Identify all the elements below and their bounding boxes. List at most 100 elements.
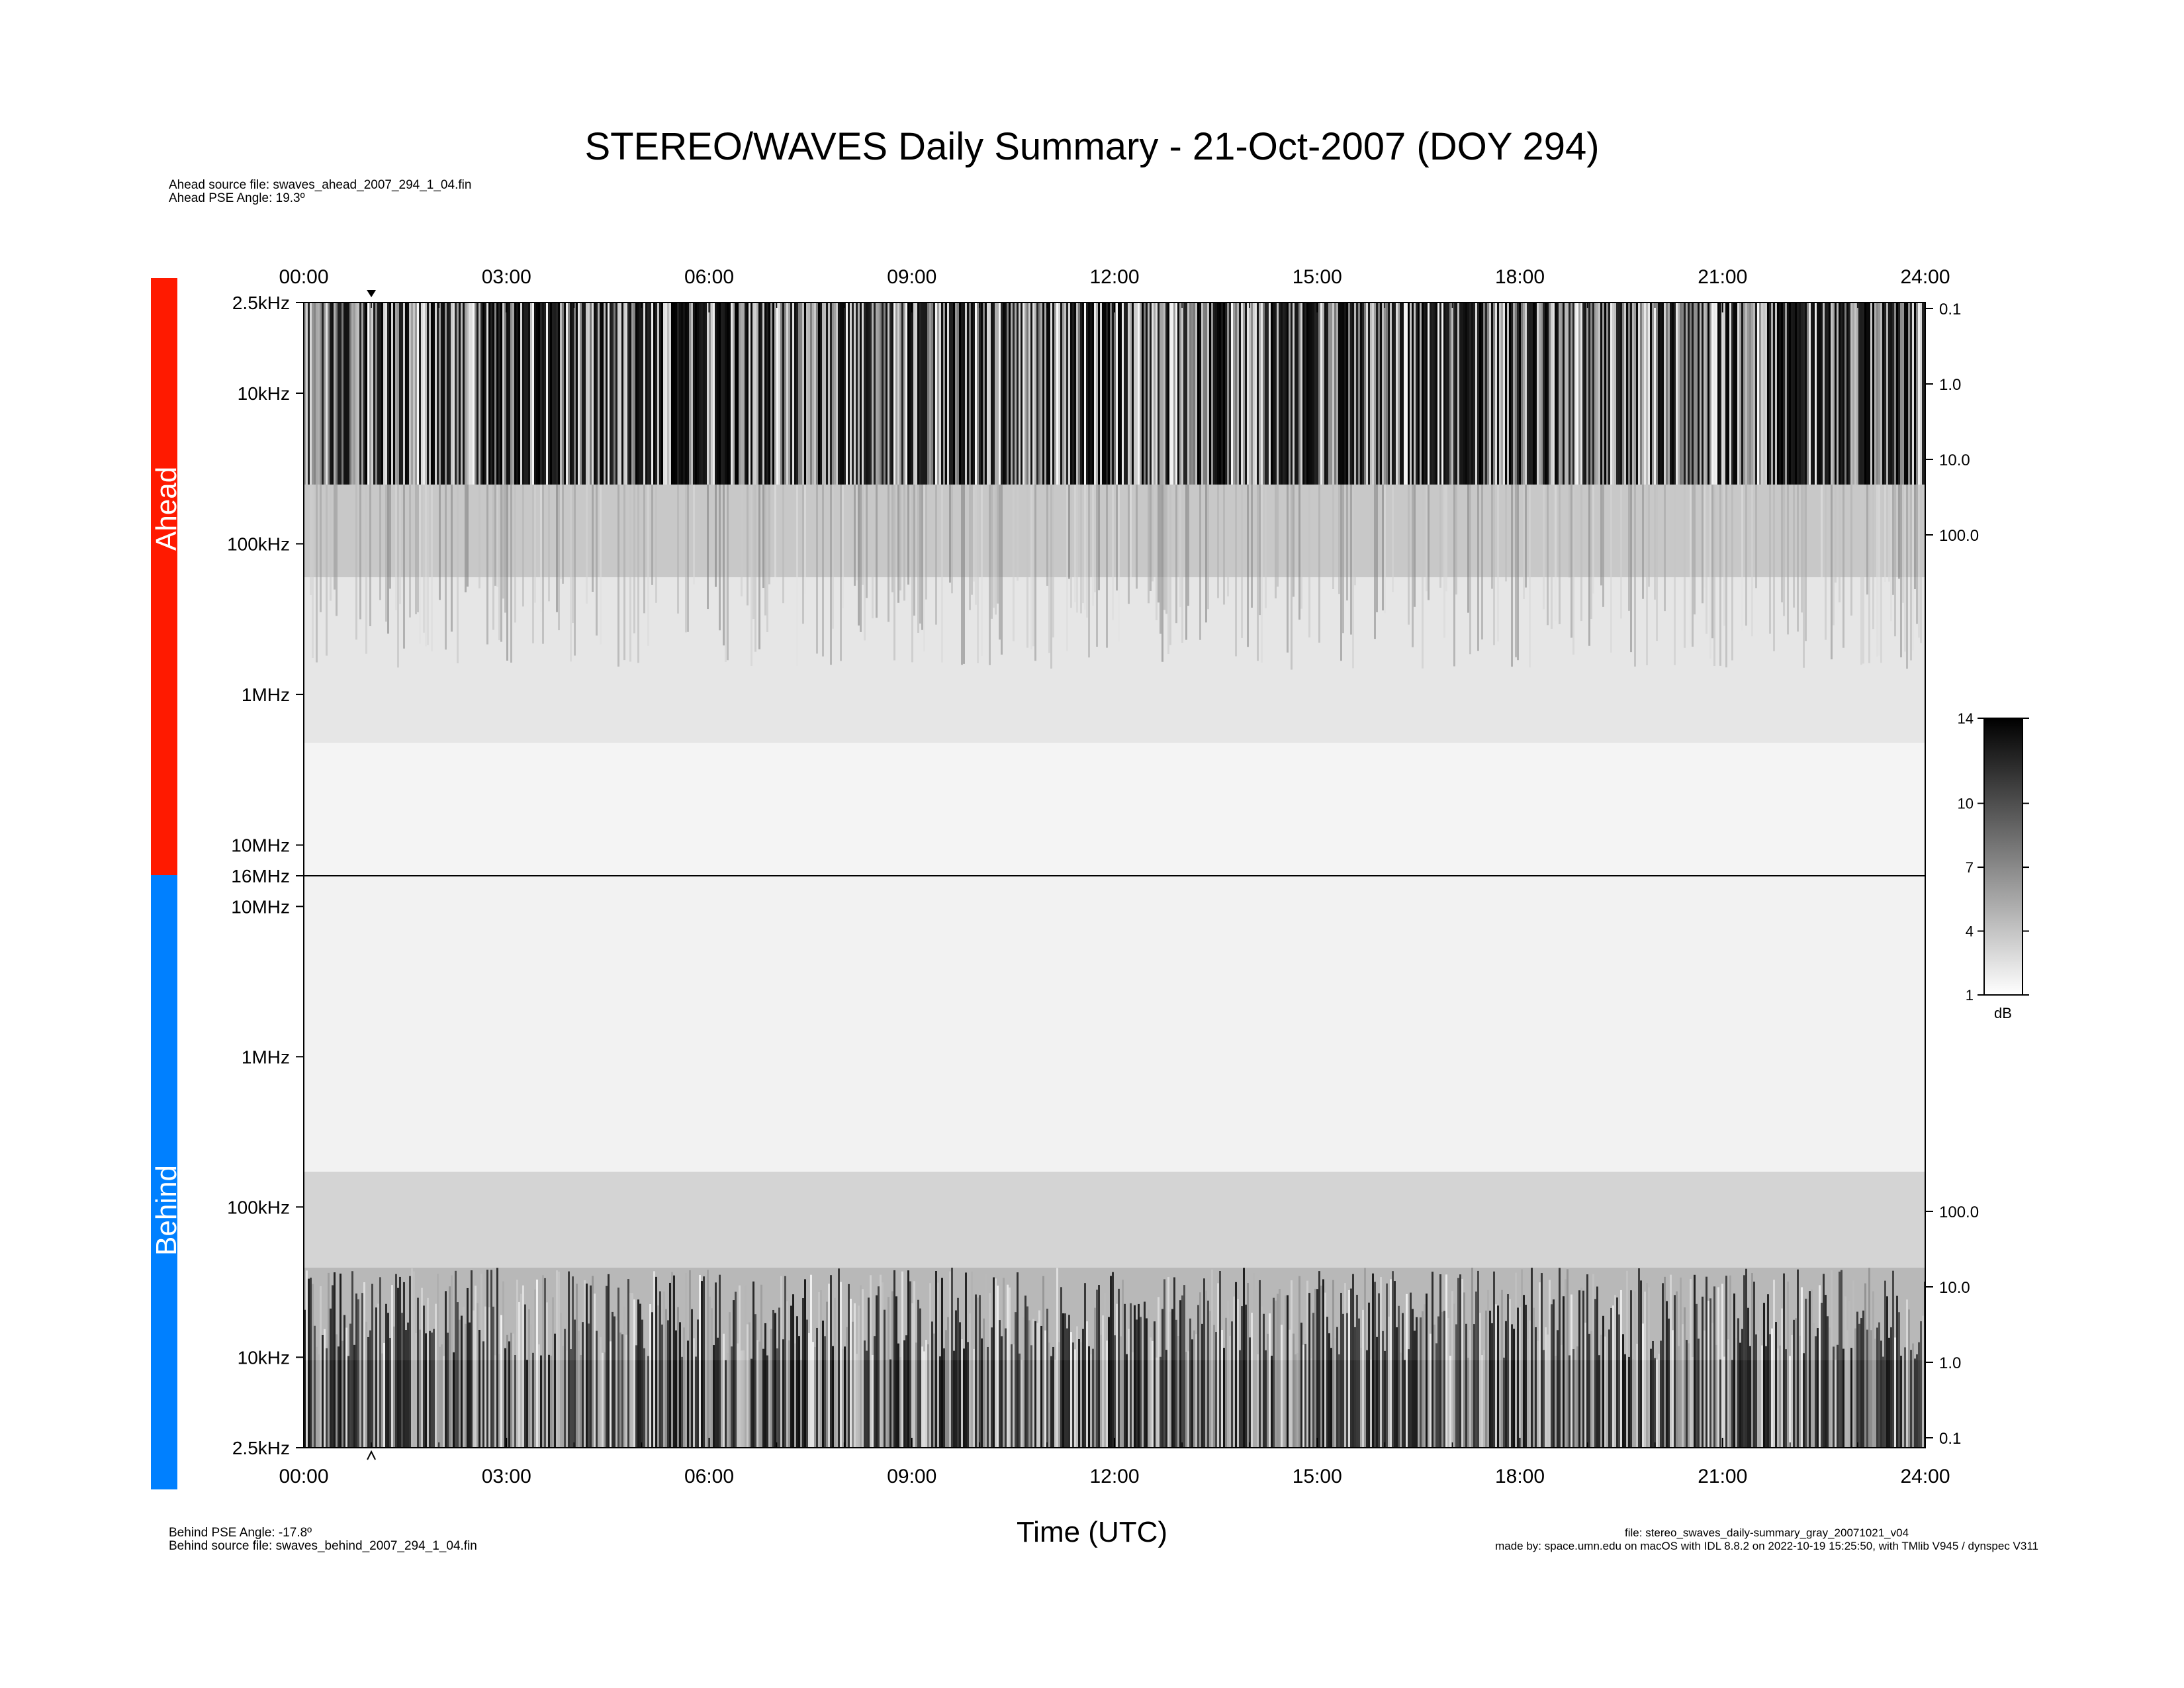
ahead-streak [469,303,471,485]
ahead-streak [1551,485,1553,629]
behind-streak [991,1327,993,1448]
behind-streak [997,1286,999,1448]
behind-streak [685,1272,687,1448]
behind-streak [1850,1348,1852,1448]
behind-streak [965,1272,967,1448]
ahead-streak [580,303,582,485]
behind-streak [1334,1338,1336,1448]
behind-streak [1759,1299,1761,1448]
ahead-streak [983,303,985,485]
behind-streak [1040,1325,1042,1448]
ahead-streak [578,303,580,485]
ahead-streak [1275,303,1277,485]
ahead-streak [804,485,806,595]
behind-streak [749,1322,751,1448]
behind-streak [1733,1293,1735,1448]
behind-streak [453,1352,455,1448]
ahead-streak [1517,303,1519,485]
ahead-streak [1243,303,1245,485]
behind-streak [1279,1289,1281,1448]
ahead-streak [1916,485,1918,624]
behind-streak [475,1286,477,1448]
ahead-streak [1072,303,1074,485]
ahead-streak [1320,303,1322,485]
behind-streak [878,1286,880,1448]
x-tick-label-top: 15:00 [1293,266,1342,288]
behind-streak [413,1271,415,1448]
behind-streak [1150,1337,1152,1448]
ahead-streak [866,485,868,598]
ahead-streak [633,303,635,485]
ahead-streak [381,303,383,485]
ahead-streak [1854,303,1856,485]
ahead-streak [345,303,347,485]
ahead-streak [1439,303,1441,485]
behind-streak [478,1329,480,1448]
behind-streak [812,1342,814,1448]
ahead-streak [1503,303,1505,485]
ahead-streak [1467,485,1469,613]
behind-streak [1439,1274,1441,1448]
ahead-streak [1334,303,1336,485]
ahead-streak [1241,485,1243,638]
behind-streak [1884,1280,1886,1448]
ahead-streak [1328,303,1330,485]
ahead-streak [310,485,312,595]
behind-streak [854,1303,856,1448]
ahead-streak [1862,485,1864,664]
ahead-streak [1231,303,1233,485]
ahead-streak [1570,485,1572,638]
ahead-streak [1549,303,1551,485]
x-tick-label-bottom: 09:00 [887,1466,936,1487]
ahead-streak [1535,303,1537,485]
colorbar-unit: dB [1994,1005,2012,1021]
ahead-streak [1249,303,1251,485]
behind-streak [1920,1321,1922,1448]
ahead-streak [862,485,864,585]
ahead-streak [478,303,480,485]
behind-streak [421,1288,423,1448]
ahead-streak [1839,303,1841,485]
ahead-streak [1890,303,1892,485]
behind-streak [939,1356,941,1448]
ahead-streak [1831,485,1833,660]
ahead-streak [1443,303,1445,485]
behind-streak [1553,1299,1555,1448]
ahead-streak [385,303,387,485]
behind-streak [1205,1290,1207,1448]
behind-streak [1892,1270,1894,1448]
ahead-streak [1074,485,1076,602]
behind-streak [1453,1303,1455,1448]
ahead-streak [1092,303,1094,485]
behind-streak [1328,1333,1330,1448]
behind-streak [1209,1311,1211,1448]
ahead-streak [1900,303,1902,485]
ahead-streak [1144,303,1146,485]
behind-streak [1320,1286,1322,1448]
ahead-streak [1553,303,1555,485]
ahead-streak [1094,485,1096,592]
behind-streak [1344,1283,1346,1448]
behind-streak [343,1315,345,1448]
ahead-streak [367,303,369,485]
ahead-streak [1523,485,1525,599]
ahead-streak [1136,303,1138,485]
ahead-streak [1725,485,1727,668]
ahead-streak [1120,303,1122,485]
behind-streak [1723,1356,1725,1448]
behind-streak [1610,1307,1612,1448]
ahead-streak [743,303,745,485]
x-tick-label-bottom: 24:00 [1900,1466,1950,1487]
behind-streak [1140,1317,1142,1448]
behind-streak [1120,1336,1122,1448]
ahead-streak [1372,303,1374,485]
ahead-streak [1150,303,1152,485]
ahead-streak [1582,303,1584,485]
ahead-streak [369,303,371,485]
ahead-streak [1247,303,1249,485]
behind-streak [880,1274,882,1448]
ahead-streak [780,303,782,485]
behind-streak [703,1276,705,1448]
behind-streak [741,1350,743,1448]
behind-streak [1225,1317,1227,1448]
